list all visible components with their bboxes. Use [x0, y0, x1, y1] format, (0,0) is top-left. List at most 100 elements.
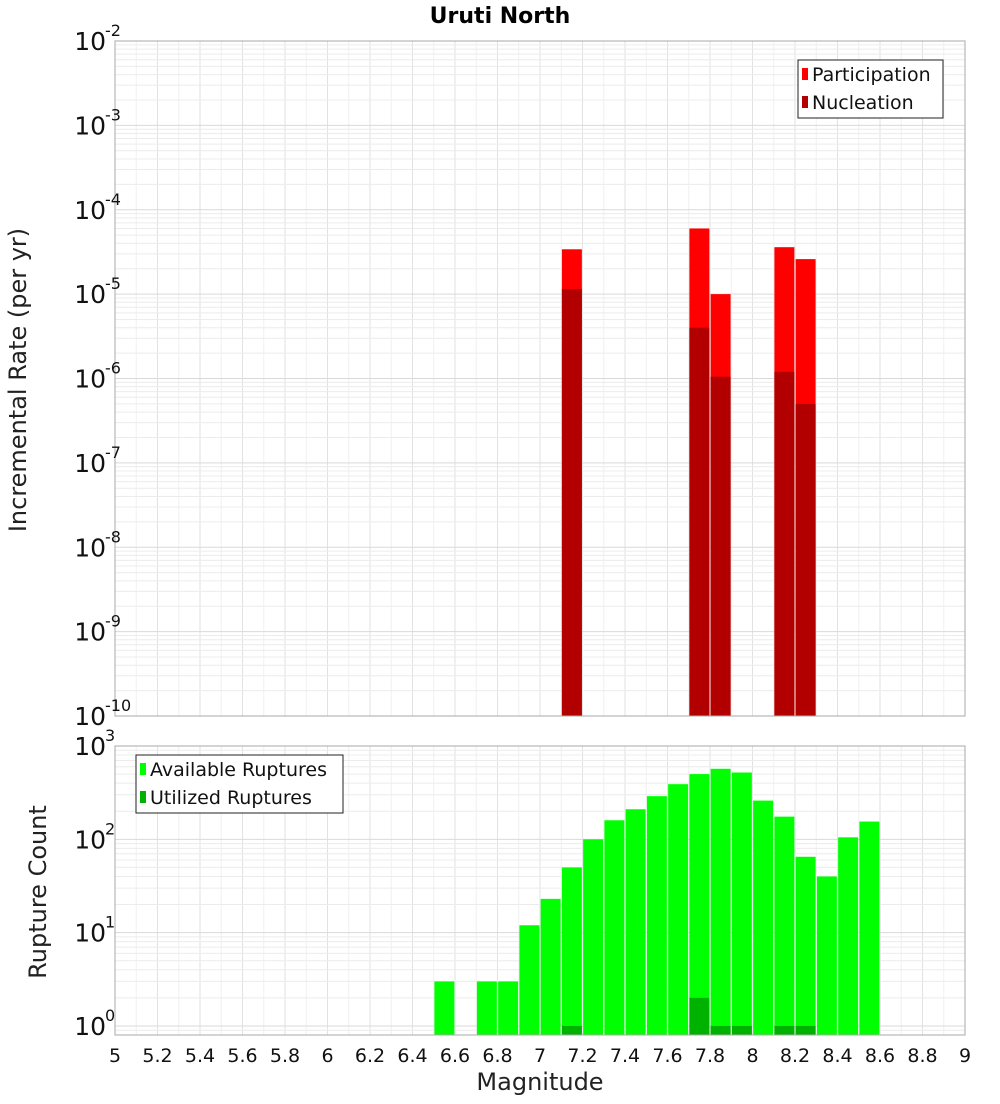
y-tick-label: 10	[74, 280, 106, 309]
bar-available-ruptures	[561, 867, 582, 1035]
y-tick-label: 10	[74, 702, 106, 731]
y-tick-label: 10	[74, 919, 106, 948]
bar-available-ruptures	[625, 809, 646, 1035]
legend: Available Ruptures Utilized Ruptures	[135, 754, 344, 814]
x-tick-label: 5.4	[185, 1045, 215, 1067]
x-tick-label: 7.6	[652, 1045, 682, 1067]
x-tick-label: 6.6	[440, 1045, 470, 1067]
bar-available-ruptures	[540, 898, 561, 1035]
plot-frame	[114, 745, 966, 1036]
overlay-bar-utilized-ruptures	[795, 1025, 816, 1035]
y-tick-label: 10	[74, 196, 106, 225]
x-tick-label: 5.8	[270, 1045, 300, 1067]
bar-available-ruptures	[519, 925, 540, 1035]
y-tick-label: 10	[74, 533, 106, 562]
bar-available-ruptures	[731, 772, 752, 1035]
bar-available-ruptures	[710, 768, 731, 1035]
x-axis-label: Magnitude	[476, 1068, 603, 1096]
x-tick-label: 5	[109, 1045, 121, 1067]
legend-swatch	[802, 96, 808, 108]
x-tick-label: 7	[534, 1045, 546, 1067]
x-tick-label: 8.6	[865, 1045, 895, 1067]
y-tick-exponent: -5	[105, 274, 121, 293]
x-tick-label: 8.2	[780, 1045, 810, 1067]
legend-label: Utilized Ruptures	[150, 787, 312, 809]
y-tick-exponent: -2	[105, 21, 121, 40]
bar-available-ruptures	[476, 981, 497, 1035]
bar-available-ruptures	[689, 774, 710, 1035]
legend: Participation Nucleation	[797, 59, 944, 119]
bar-available-ruptures	[753, 800, 774, 1035]
overlay-bar-nucleation	[561, 289, 582, 716]
bar-available-ruptures	[604, 820, 625, 1035]
x-tick-label: 6	[321, 1045, 333, 1067]
rate-panel: 10-210-310-410-510-610-710-810-910 -10Par…	[74, 21, 966, 731]
count-panel: 10 010 110 210 35 5.2 5.4 5.6 5.8 6 6.2 6.4 6.6 6.8 7 7…	[74, 726, 971, 1067]
bar-available-ruptures	[795, 856, 816, 1035]
legend-swatch	[140, 791, 146, 803]
x-tick-label: 6.4	[397, 1045, 427, 1067]
y-tick-label: 10	[74, 825, 106, 854]
bar-available-ruptures	[774, 816, 795, 1035]
x-tick-label: 8.8	[907, 1045, 937, 1067]
legend-box	[135, 754, 344, 814]
legend-label: Participation	[812, 64, 931, 86]
y-tick-exponent: -8	[105, 527, 121, 546]
y-tick-label: 10	[74, 1012, 106, 1041]
plot-area-group: 10-210-310-410-510-610-710-810-910 -10Par…	[74, 21, 971, 1067]
bar-available-ruptures	[859, 821, 880, 1035]
overlay-bar-utilized-ruptures	[710, 1025, 731, 1035]
bar-available-ruptures	[583, 839, 604, 1035]
bar-available-ruptures	[838, 837, 859, 1035]
legend-swatch	[802, 68, 808, 80]
overlay-bar-utilized-ruptures	[689, 997, 710, 1035]
bar-available-ruptures	[498, 981, 519, 1035]
y-tick-exponent: -9	[105, 612, 121, 631]
y-tick-exponent: 0	[105, 1006, 115, 1025]
y-tick-label: 10	[74, 449, 106, 478]
bar-available-ruptures	[816, 876, 837, 1035]
y-tick-exponent: 3	[105, 726, 115, 745]
overlay-bar-nucleation	[774, 371, 795, 716]
legend-swatch	[140, 763, 146, 775]
x-tick-label: 9	[959, 1045, 971, 1067]
x-tick-label: 7.4	[610, 1045, 640, 1067]
overlay-bar-utilized-ruptures	[561, 1025, 582, 1035]
y-tick-label: 10	[74, 732, 106, 761]
y-tick-label: 10	[74, 27, 106, 56]
overlay-bar-nucleation	[795, 403, 816, 716]
overlay-bar-nucleation	[689, 327, 710, 716]
y-tick-exponent: 2	[105, 819, 115, 838]
x-tick-label: 6.2	[355, 1045, 385, 1067]
y-tick-exponent: -3	[105, 105, 121, 124]
x-tick-label: 8.4	[822, 1045, 852, 1067]
y-tick-exponent: -6	[105, 359, 121, 378]
y-tick-exponent: 1	[105, 913, 115, 932]
plot-frame	[114, 40, 966, 717]
legend-label: Nucleation	[812, 92, 914, 114]
y-tick-label: 10	[74, 111, 106, 140]
overlay-bar-utilized-ruptures	[774, 1025, 795, 1035]
y-tick-exponent: -7	[105, 443, 121, 462]
x-tick-label: 7.8	[695, 1045, 725, 1067]
y-tick-exponent: -10	[105, 696, 131, 715]
x-tick-label: 5.6	[227, 1045, 257, 1067]
bar-available-ruptures	[646, 796, 667, 1035]
top-y-axis-label: Incremental Rate (per yr)	[4, 228, 32, 532]
x-tick-label: 6.8	[482, 1045, 512, 1067]
legend-label: Available Ruptures	[150, 759, 327, 781]
overlay-bar-utilized-ruptures	[731, 1025, 752, 1035]
y-tick-label: 10	[74, 618, 106, 647]
bottom-y-axis-label: Rupture Count	[24, 805, 52, 979]
legend-box	[797, 59, 944, 119]
y-tick-label: 10	[74, 365, 106, 394]
bar-available-ruptures	[434, 981, 455, 1035]
x-tick-label: 7.2	[567, 1045, 597, 1067]
x-tick-label: 8	[746, 1045, 758, 1067]
y-tick-exponent: -4	[105, 190, 121, 209]
overlay-bar-nucleation	[710, 376, 731, 716]
x-tick-label: 5.2	[142, 1045, 172, 1067]
bar-available-ruptures	[668, 784, 689, 1035]
